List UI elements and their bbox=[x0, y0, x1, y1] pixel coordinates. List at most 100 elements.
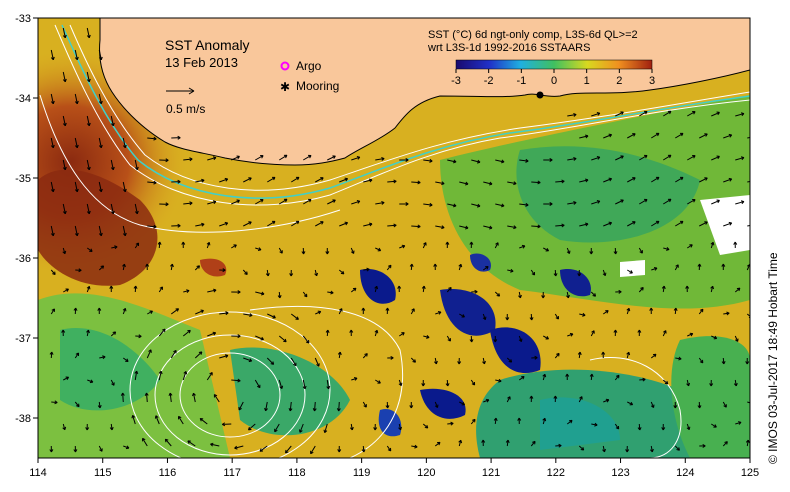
x-tick-label: 123 bbox=[611, 467, 629, 479]
current-vector-head bbox=[445, 383, 450, 387]
current-vector bbox=[699, 133, 708, 139]
current-vector bbox=[531, 225, 541, 228]
current-vector bbox=[759, 159, 768, 160]
current-vector-head bbox=[655, 220, 660, 225]
current-vector bbox=[87, 379, 94, 383]
current-vector-head bbox=[317, 310, 322, 315]
current-vector-head bbox=[652, 353, 657, 358]
current-vector bbox=[722, 441, 728, 447]
current-vector bbox=[759, 115, 768, 116]
mooring-legend-symbol: ✱ bbox=[280, 80, 290, 94]
current-vector-head bbox=[133, 285, 138, 289]
current-vector bbox=[98, 93, 102, 104]
current-vector-head bbox=[224, 177, 229, 182]
current-vector-head bbox=[498, 378, 502, 383]
current-vector-head bbox=[279, 385, 284, 389]
current-vector-head bbox=[561, 179, 565, 184]
current-vector-head bbox=[472, 418, 476, 423]
current-vector-head bbox=[368, 178, 373, 183]
current-vector bbox=[362, 353, 368, 359]
current-vector bbox=[146, 392, 148, 403]
current-vector-head bbox=[476, 159, 481, 164]
current-vector-head bbox=[632, 133, 636, 137]
current-vector bbox=[98, 445, 103, 452]
current-vector-head bbox=[238, 406, 242, 411]
current-vector bbox=[734, 287, 741, 293]
current-vector-head bbox=[441, 181, 445, 186]
teal-patch-south bbox=[540, 397, 620, 450]
current-vector-head bbox=[605, 310, 609, 314]
current-vector bbox=[422, 242, 427, 249]
current-vector bbox=[338, 269, 345, 275]
current-vector bbox=[699, 177, 708, 183]
current-vector-head bbox=[765, 202, 768, 205]
current-vector-head bbox=[417, 180, 421, 185]
current-vector-head bbox=[385, 307, 390, 311]
current-vector-head bbox=[99, 448, 103, 452]
current-vector bbox=[182, 330, 191, 337]
current-vector-head bbox=[673, 307, 678, 311]
current-vector-head bbox=[312, 408, 317, 412]
current-vector-head bbox=[192, 392, 196, 397]
current-vector bbox=[627, 401, 633, 406]
current-vector-head bbox=[149, 310, 153, 314]
current-vector bbox=[155, 415, 160, 425]
current-vector bbox=[195, 179, 205, 183]
current-vector bbox=[446, 287, 452, 293]
current-vector bbox=[483, 225, 493, 229]
current-vector bbox=[290, 313, 299, 320]
current-vector-head bbox=[726, 311, 730, 316]
current-vector bbox=[314, 269, 318, 276]
current-vector-head bbox=[613, 251, 618, 255]
current-vector-head bbox=[222, 422, 226, 427]
current-vector-head bbox=[154, 415, 159, 419]
current-vector-head bbox=[534, 355, 538, 360]
current-vector bbox=[289, 401, 292, 411]
current-vector bbox=[122, 181, 126, 192]
current-vector bbox=[255, 155, 264, 161]
current-vector-head bbox=[277, 295, 282, 299]
current-vector bbox=[110, 159, 114, 170]
current-vector bbox=[675, 132, 684, 139]
current-vector bbox=[315, 177, 324, 183]
current-vector bbox=[602, 310, 609, 315]
current-vector-head bbox=[541, 295, 546, 299]
current-vector bbox=[711, 155, 720, 161]
current-vector-head bbox=[615, 425, 620, 430]
colorbar-tick-label: -1 bbox=[516, 75, 526, 87]
current-vector-head bbox=[680, 176, 684, 181]
current-vector bbox=[614, 374, 620, 381]
current-vector bbox=[675, 176, 684, 183]
current-vector bbox=[194, 351, 203, 359]
current-vector bbox=[62, 159, 66, 170]
current-vector-head bbox=[213, 394, 218, 398]
current-vector-head bbox=[74, 56, 79, 61]
x-tick-label: 116 bbox=[159, 467, 177, 479]
current-vector-head bbox=[86, 329, 90, 334]
current-vector-head bbox=[749, 403, 750, 405]
current-vector bbox=[302, 291, 308, 298]
current-vector bbox=[687, 155, 696, 161]
ssh-contours bbox=[39, 24, 750, 458]
current-vector bbox=[285, 445, 292, 454]
current-vector-head bbox=[330, 290, 334, 295]
current-vector-head bbox=[50, 188, 55, 193]
current-vector-head bbox=[620, 199, 624, 203]
current-vector-head bbox=[601, 351, 606, 355]
mooring-marker-map bbox=[536, 91, 544, 99]
current-vector-head bbox=[153, 224, 157, 229]
current-vector-head bbox=[584, 222, 589, 227]
current-vector bbox=[255, 291, 265, 295]
current-vector-head bbox=[122, 188, 127, 193]
current-vector bbox=[711, 423, 717, 428]
current-vector bbox=[734, 335, 739, 342]
current-vector-head bbox=[762, 291, 765, 294]
x-tick-label: 115 bbox=[94, 467, 112, 479]
current-vector-head bbox=[301, 251, 306, 255]
current-vector-head bbox=[237, 334, 241, 339]
current-vector bbox=[147, 225, 157, 228]
current-vector-head bbox=[356, 200, 361, 204]
current-vector-head bbox=[411, 308, 415, 312]
current-vector-head bbox=[518, 294, 522, 299]
current-vector bbox=[495, 159, 505, 163]
